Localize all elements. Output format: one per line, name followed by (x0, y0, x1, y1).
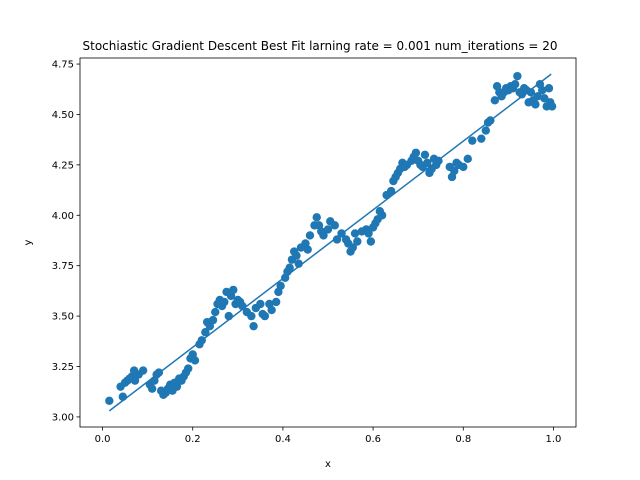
scatter-point-78 (319, 231, 328, 240)
scatter-point-110 (411, 148, 421, 157)
x-tick-label: 0.4 (275, 434, 291, 445)
y-tick-label: 3.75 (52, 261, 74, 272)
scatter-point-152 (533, 92, 542, 101)
scatter-point-65 (285, 263, 294, 272)
x-tick-label: 1.0 (546, 434, 562, 445)
scatter-point-57 (260, 311, 270, 321)
scatter-point-115 (423, 158, 432, 168)
plot-marks (105, 71, 557, 412)
scatter-point-60 (271, 297, 281, 307)
scatter-point-149 (526, 88, 536, 97)
scatter-point-143 (513, 71, 522, 81)
y-tick-label: 4.25 (52, 160, 74, 171)
scatter-point-12 (147, 384, 157, 393)
x-axis-ticks: 0.0 0.2 0.4 0.6 0.8 1.0 (95, 427, 562, 445)
scatter-point-92 (364, 229, 373, 238)
x-tick-label: 0.6 (365, 434, 381, 445)
scatter-point-89 (353, 237, 362, 246)
scatter-point-62 (276, 281, 285, 291)
x-tick-label: 0.0 (95, 434, 111, 445)
scatter-point-59 (267, 305, 276, 315)
scatter-point-37 (208, 315, 218, 325)
scatter-point-155 (540, 94, 549, 103)
scatter-point-87 (348, 243, 357, 252)
scatter-point-151 (531, 100, 540, 109)
scatter-point-79 (323, 225, 333, 234)
best-fit-line (108, 73, 552, 412)
scatter-point-28 (184, 364, 193, 373)
scatter-point-52 (247, 311, 256, 321)
y-tick-label: 3.25 (52, 362, 74, 373)
scatter-point-73 (305, 231, 315, 240)
scatter-point-0 (105, 396, 114, 405)
scatter-point-93 (366, 237, 376, 246)
scatter-point-128 (468, 136, 477, 145)
y-tick-label: 4.75 (52, 60, 74, 71)
x-tick-label: 0.8 (455, 434, 471, 445)
scatter-point-81 (330, 221, 339, 230)
scatter-point-82 (332, 235, 342, 244)
scatter-point-133 (490, 96, 500, 105)
scatter-point-8 (130, 376, 140, 385)
scatter-point-10 (138, 366, 148, 375)
y-tick-label: 4.50 (52, 110, 74, 121)
scatter-point-46 (229, 285, 238, 295)
x-tick-label: 0.2 (185, 434, 201, 445)
scatter-point-142 (510, 80, 520, 89)
scatter-point-100 (386, 186, 396, 196)
y-tick-label: 4.00 (52, 211, 74, 222)
scatter-point-68 (292, 251, 301, 260)
scatter-point-159 (547, 102, 557, 111)
scatter-point-38 (211, 307, 220, 317)
scatter-point-123 (450, 166, 459, 176)
scatter-point-88 (350, 229, 360, 238)
scatter-point-34 (201, 328, 210, 337)
y-axis-label: y (23, 239, 34, 245)
scatter-point-157 (544, 84, 554, 93)
scatter-point-126 (459, 162, 468, 172)
scatter-point-53 (249, 321, 258, 331)
scatter-point-98 (377, 211, 387, 220)
scatter-point-55 (256, 299, 265, 309)
scatter-point-23 (172, 382, 182, 391)
scatter-point-31 (190, 356, 200, 365)
scatter-point-130 (481, 126, 491, 135)
y-tick-label: 3.50 (52, 312, 74, 323)
scatter-point-75 (312, 213, 321, 222)
scatter-point-114 (420, 150, 430, 159)
y-tick-label: 3.00 (52, 412, 74, 423)
scatter-point-154 (537, 86, 547, 95)
x-axis-label: x (325, 459, 331, 470)
chart-title: Stochiastic Gradient Descent Best Fit la… (83, 39, 558, 53)
scatter-point-129 (477, 134, 486, 143)
scatter-point-72 (303, 245, 312, 254)
scatter-point-127 (463, 154, 472, 164)
y-axis-ticks: 3.00 3.25 3.50 3.75 4.00 4.25 4.50 4.75 (52, 60, 80, 423)
axes-frame (79, 57, 577, 428)
scatter-point-42 (220, 297, 229, 307)
